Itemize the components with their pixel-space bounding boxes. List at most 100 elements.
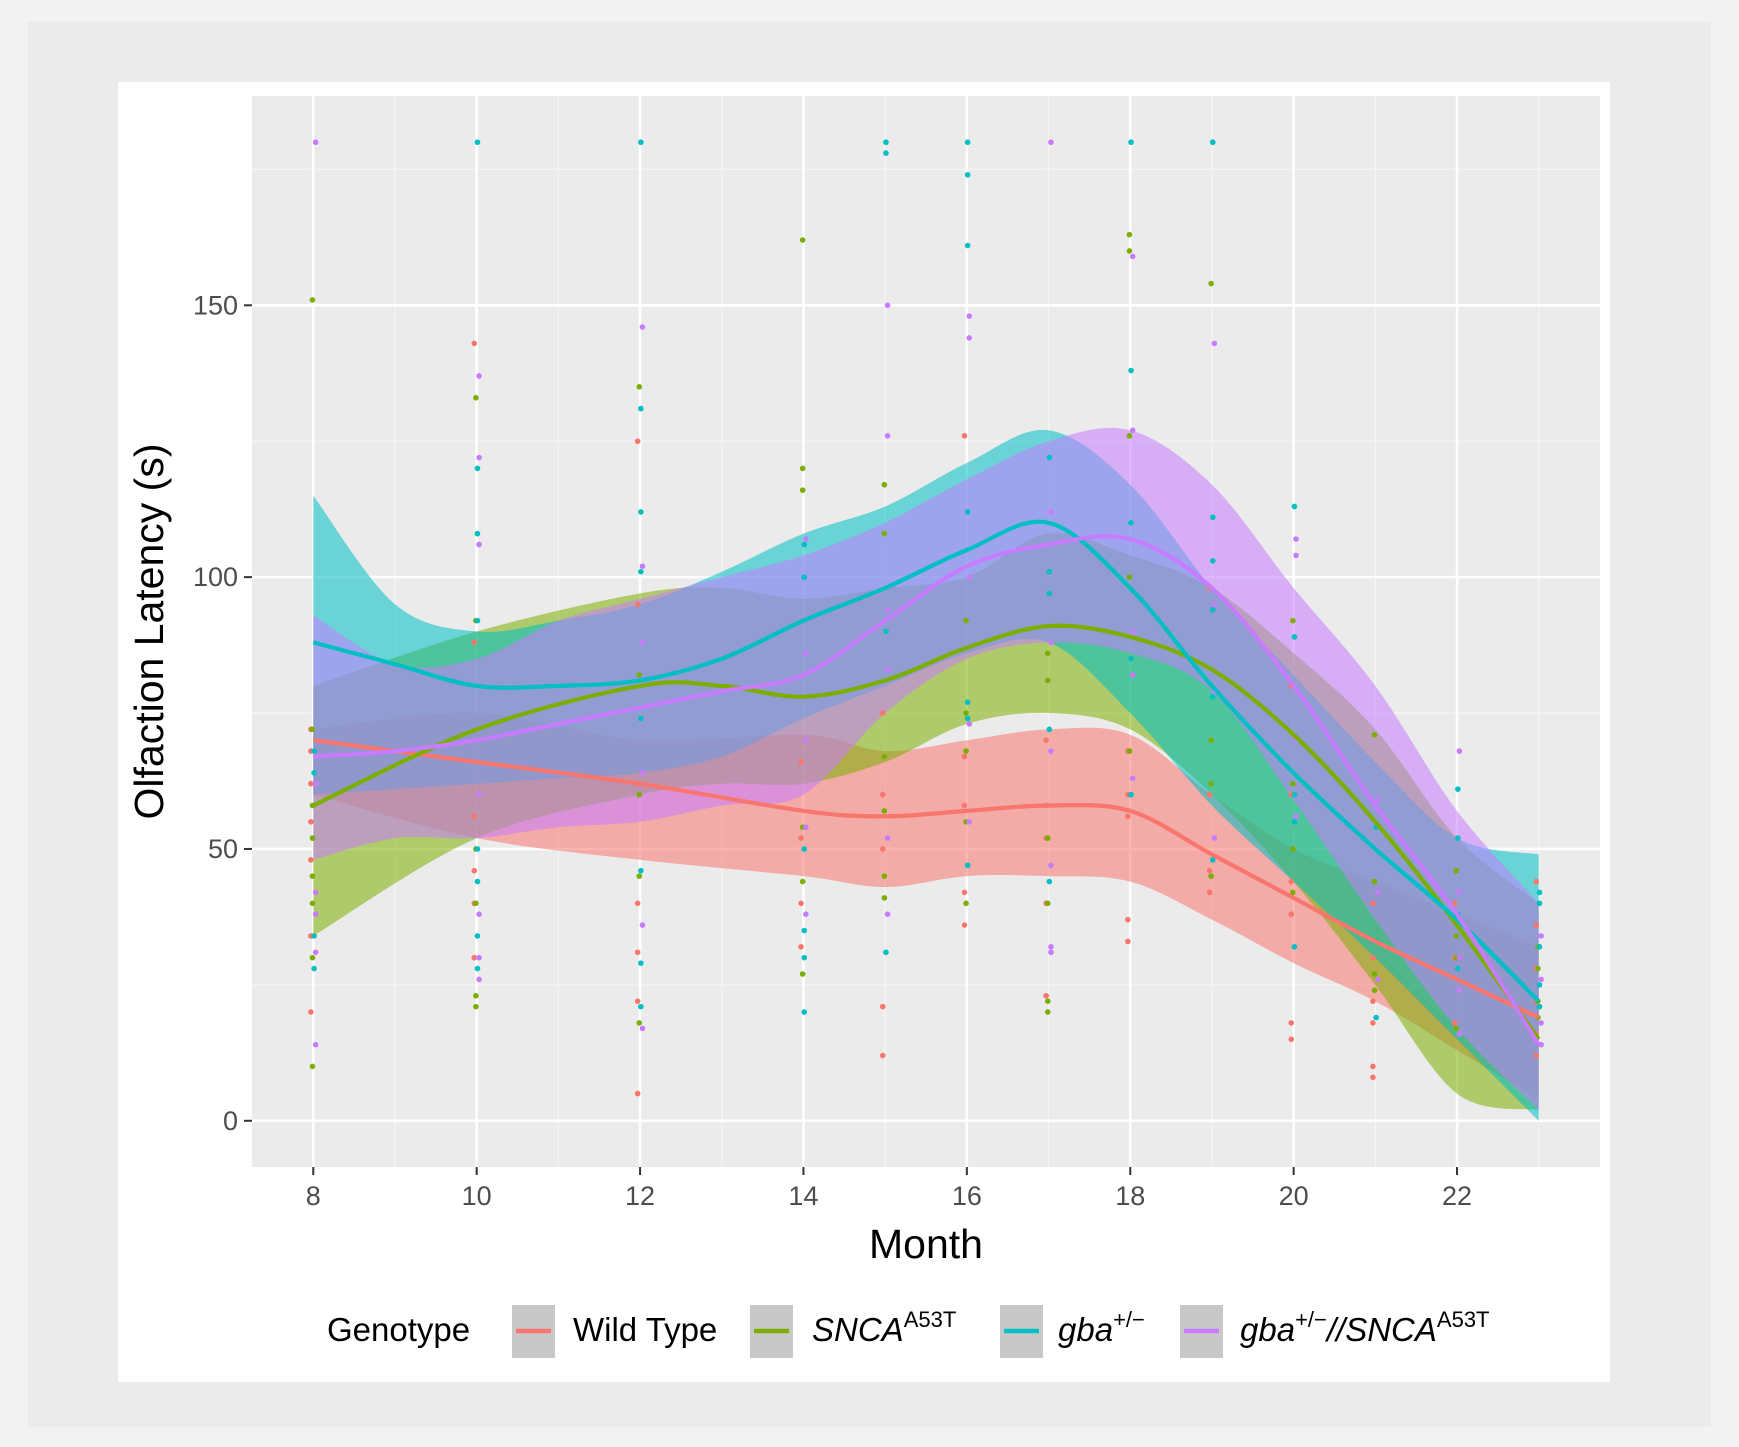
x-tick-label: 12 <box>625 1181 655 1211</box>
data-point-gba <box>311 933 317 939</box>
x-tick-label: 20 <box>1279 1181 1309 1211</box>
data-point-wt <box>1288 878 1295 885</box>
data-point-double <box>1456 987 1463 994</box>
data-point-gba <box>801 541 808 548</box>
data-point-double <box>476 976 482 983</box>
data-point-wt <box>1206 791 1213 798</box>
smooth-line-wt <box>313 738 1540 1020</box>
data-point-wt <box>1451 1020 1458 1026</box>
data-point-wt <box>879 791 886 798</box>
data-point-wt <box>1370 1074 1376 1081</box>
data-point-double <box>966 818 973 825</box>
data-point-gba <box>1536 900 1543 907</box>
data-point-gba <box>883 139 889 146</box>
data-point-double <box>476 911 482 918</box>
data-point-snca <box>963 710 969 716</box>
data-point-double <box>1211 601 1218 608</box>
data-point-wt <box>879 710 886 716</box>
data-point-snca <box>1371 878 1378 885</box>
data-point-wt <box>1206 867 1213 874</box>
data-point-wt <box>1451 900 1458 907</box>
data-point-gba <box>638 405 644 412</box>
data-point-double <box>1538 976 1544 983</box>
data-point-gba <box>883 150 889 156</box>
data-point-snca <box>1208 873 1214 879</box>
data-point-snca <box>881 873 888 879</box>
data-point-snca <box>636 873 643 879</box>
data-point-wt <box>471 867 478 874</box>
data-point-wt <box>879 846 886 852</box>
x-tick-label: 16 <box>952 1181 982 1211</box>
data-point-snca <box>881 895 888 901</box>
x-tick-label: 8 <box>306 1181 321 1211</box>
data-point-gba <box>1128 791 1134 798</box>
data-point-snca <box>309 726 316 733</box>
data-point-wt <box>1125 938 1131 945</box>
data-point-snca <box>1126 231 1133 238</box>
data-point-wt <box>1370 998 1376 1004</box>
smooth-line-snca <box>312 623 1541 1041</box>
data-point-gba <box>1291 818 1298 825</box>
data-point-snca <box>309 900 316 907</box>
data-point-wt <box>1125 916 1131 923</box>
data-point-wt <box>634 998 641 1004</box>
data-point-snca <box>1044 1009 1051 1015</box>
data-point-gba <box>638 139 644 146</box>
data-point-wt <box>634 601 641 608</box>
data-point-double <box>966 335 973 341</box>
data-point-wt <box>961 753 968 760</box>
data-point-double <box>1129 253 1136 260</box>
data-point-double <box>312 780 319 787</box>
data-point-wt <box>1370 900 1376 907</box>
data-point-snca <box>881 481 888 488</box>
data-point-gba <box>1291 944 1298 950</box>
data-point-snca <box>1290 889 1296 896</box>
data-point-double <box>884 666 891 673</box>
data-point-gba <box>1128 655 1134 662</box>
y-axis-ticks: 0 50 100 150 <box>193 290 252 1136</box>
x-tick-label: 18 <box>1115 1181 1145 1211</box>
data-point-snca <box>1044 900 1051 907</box>
data-point-wt <box>471 813 478 820</box>
data-point-snca <box>1126 248 1133 254</box>
data-point-double <box>884 835 891 841</box>
data-point-snca <box>1044 998 1051 1004</box>
x-tick-label: 14 <box>788 1181 818 1211</box>
data-point-gba <box>638 960 644 966</box>
data-point-snca <box>1208 737 1214 744</box>
data-point-double <box>966 721 973 727</box>
data-point-gba <box>1536 1003 1543 1010</box>
data-point-gba <box>1046 878 1053 885</box>
data-point-double <box>1129 427 1136 434</box>
data-point-double <box>803 536 809 542</box>
data-point-double <box>639 563 646 570</box>
data-point-double <box>1048 748 1054 754</box>
data-point-gba <box>1291 634 1298 640</box>
data-point-snca <box>1371 987 1378 994</box>
data-point-double <box>884 302 891 309</box>
legend: Genotype Wild Type SNCAA53T gba+/− gba+/−//… <box>327 1305 1490 1358</box>
data-point-wt <box>308 1009 314 1015</box>
data-point-wt <box>879 1003 886 1010</box>
confidence-band-double <box>313 427 1539 1110</box>
data-point-double <box>1293 552 1299 559</box>
data-point-gba <box>1536 944 1543 950</box>
data-point-snca <box>799 465 806 472</box>
y-axis-title: Olfaction Latency (s) <box>126 444 172 820</box>
smooth-line-gba <box>312 519 1541 1003</box>
data-point-gba <box>1046 590 1053 597</box>
data-point-gba <box>1209 693 1216 700</box>
data-point-gba <box>1046 568 1053 575</box>
data-point-wt <box>634 1090 641 1097</box>
data-point-double <box>1048 949 1054 956</box>
data-point-double <box>476 791 482 798</box>
data-point-snca <box>636 384 643 390</box>
data-point-wt <box>1533 922 1540 928</box>
data-point-gba <box>1046 726 1053 733</box>
data-point-double <box>312 889 319 896</box>
data-point-gba <box>311 770 317 776</box>
data-point-double <box>312 949 319 956</box>
data-point-wt <box>471 954 478 961</box>
data-point-gba <box>964 715 971 722</box>
